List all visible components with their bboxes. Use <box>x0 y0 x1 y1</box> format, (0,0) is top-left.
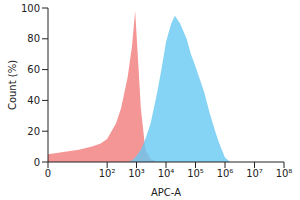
svg-text:0: 0 <box>45 168 51 179</box>
svg-text:10⁷: 10⁷ <box>246 168 263 179</box>
svg-text:APC-A: APC-A <box>151 187 181 198</box>
svg-text:0: 0 <box>34 157 40 168</box>
svg-text:10³: 10³ <box>128 168 145 179</box>
svg-text:100: 100 <box>21 3 40 14</box>
svg-text:Count (%): Count (%) <box>8 60 18 110</box>
svg-text:10⁸: 10⁸ <box>276 168 292 179</box>
svg-text:10⁶: 10⁶ <box>217 168 234 179</box>
svg-text:80: 80 <box>27 33 40 44</box>
svg-text:10⁴: 10⁴ <box>158 168 175 179</box>
svg-text:40: 40 <box>27 95 40 106</box>
svg-text:10²: 10² <box>99 168 116 179</box>
svg-text:10⁵: 10⁵ <box>187 168 204 179</box>
svg-text:60: 60 <box>27 64 40 75</box>
svg-text:20: 20 <box>27 126 40 137</box>
